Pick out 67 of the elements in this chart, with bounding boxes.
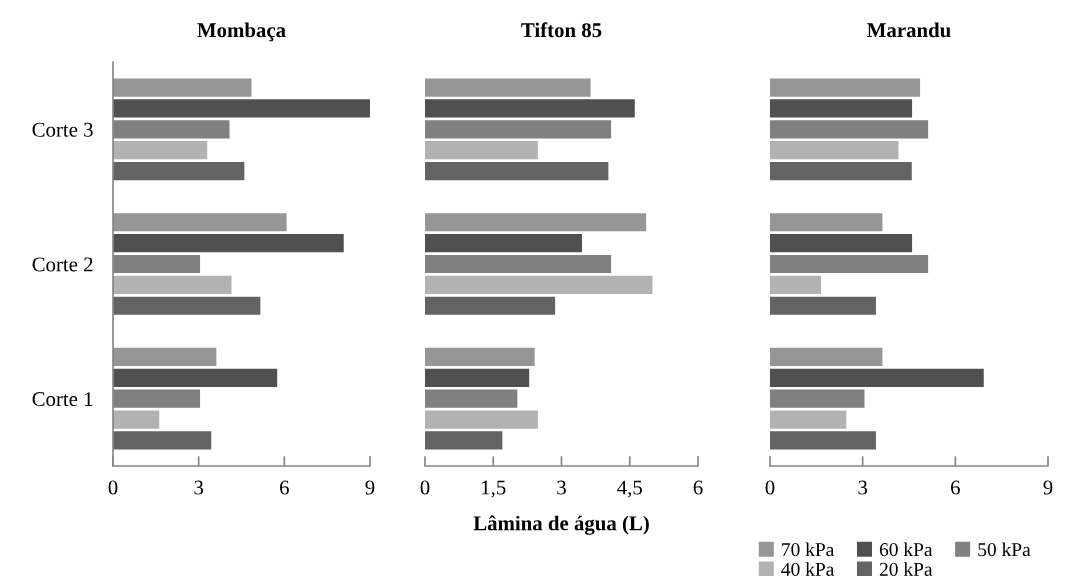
chart-title: Marandu <box>867 22 951 38</box>
legend-label: 40 kPa <box>781 562 835 576</box>
legend-label: 50 kPa <box>978 542 1031 557</box>
bar <box>425 347 535 367</box>
bar <box>113 141 208 160</box>
bar <box>425 296 556 315</box>
bar <box>425 389 518 408</box>
bar <box>113 234 344 253</box>
bar <box>425 254 612 274</box>
bar <box>425 161 609 181</box>
bar <box>113 99 370 118</box>
x-tick-label: 3 <box>557 480 566 495</box>
bar <box>113 275 232 294</box>
bar <box>770 141 899 160</box>
x-tick-label: 0 <box>108 480 118 495</box>
bar <box>770 254 929 274</box>
bar <box>770 347 883 367</box>
legend-label: 20 kPa <box>879 562 933 576</box>
bar <box>113 368 278 387</box>
bar <box>425 120 612 139</box>
y-tick-label: Corte 1 <box>32 392 93 407</box>
bar <box>425 368 530 387</box>
bar <box>770 161 912 181</box>
x-tick-label: 3 <box>858 480 868 495</box>
bar <box>770 410 847 429</box>
bar <box>425 141 538 160</box>
bar <box>425 78 591 97</box>
bar <box>425 234 582 253</box>
x-tick-label: 6 <box>951 480 960 495</box>
x-tick-label: 6 <box>693 480 703 495</box>
x-tick-label: 0 <box>765 480 775 495</box>
bar <box>770 389 865 408</box>
bar <box>770 431 876 450</box>
y-tick-label: Corte 3 <box>32 122 93 137</box>
x-tick-label: 6 <box>280 480 289 495</box>
bar <box>770 99 913 118</box>
bar <box>770 120 929 139</box>
x-tick-label: 9 <box>1043 480 1053 495</box>
bar <box>770 368 984 387</box>
x-tick-label: 4,5 <box>617 480 642 498</box>
x-axis-title: Lâmina de água (L) <box>473 515 649 535</box>
bar <box>770 78 921 97</box>
legend-label: 70 kPa <box>782 542 835 557</box>
x-tick-label: 9 <box>365 480 375 495</box>
bar <box>770 296 876 315</box>
bar <box>425 213 647 232</box>
bar <box>113 347 217 367</box>
chart-title: Tifton 85 <box>521 22 602 38</box>
bar <box>113 161 245 181</box>
x-tick-label: 3 <box>194 480 204 495</box>
bar <box>425 431 503 450</box>
bar <box>425 275 653 294</box>
y-tick-label: Corte 2 <box>32 257 93 272</box>
bar <box>113 78 252 97</box>
chart-title: Mombaça <box>197 22 286 42</box>
bar <box>113 431 212 450</box>
bar <box>770 275 821 294</box>
bar <box>425 99 635 118</box>
bar <box>113 213 287 232</box>
legend-label: 60 kPa <box>879 542 933 557</box>
x-tick-label: 0 <box>420 480 430 495</box>
bar <box>113 410 160 429</box>
x-tick-label: 1,5 <box>482 480 506 498</box>
bar <box>770 234 913 253</box>
bar <box>770 213 883 232</box>
bar <box>425 410 538 429</box>
bar <box>113 296 261 315</box>
